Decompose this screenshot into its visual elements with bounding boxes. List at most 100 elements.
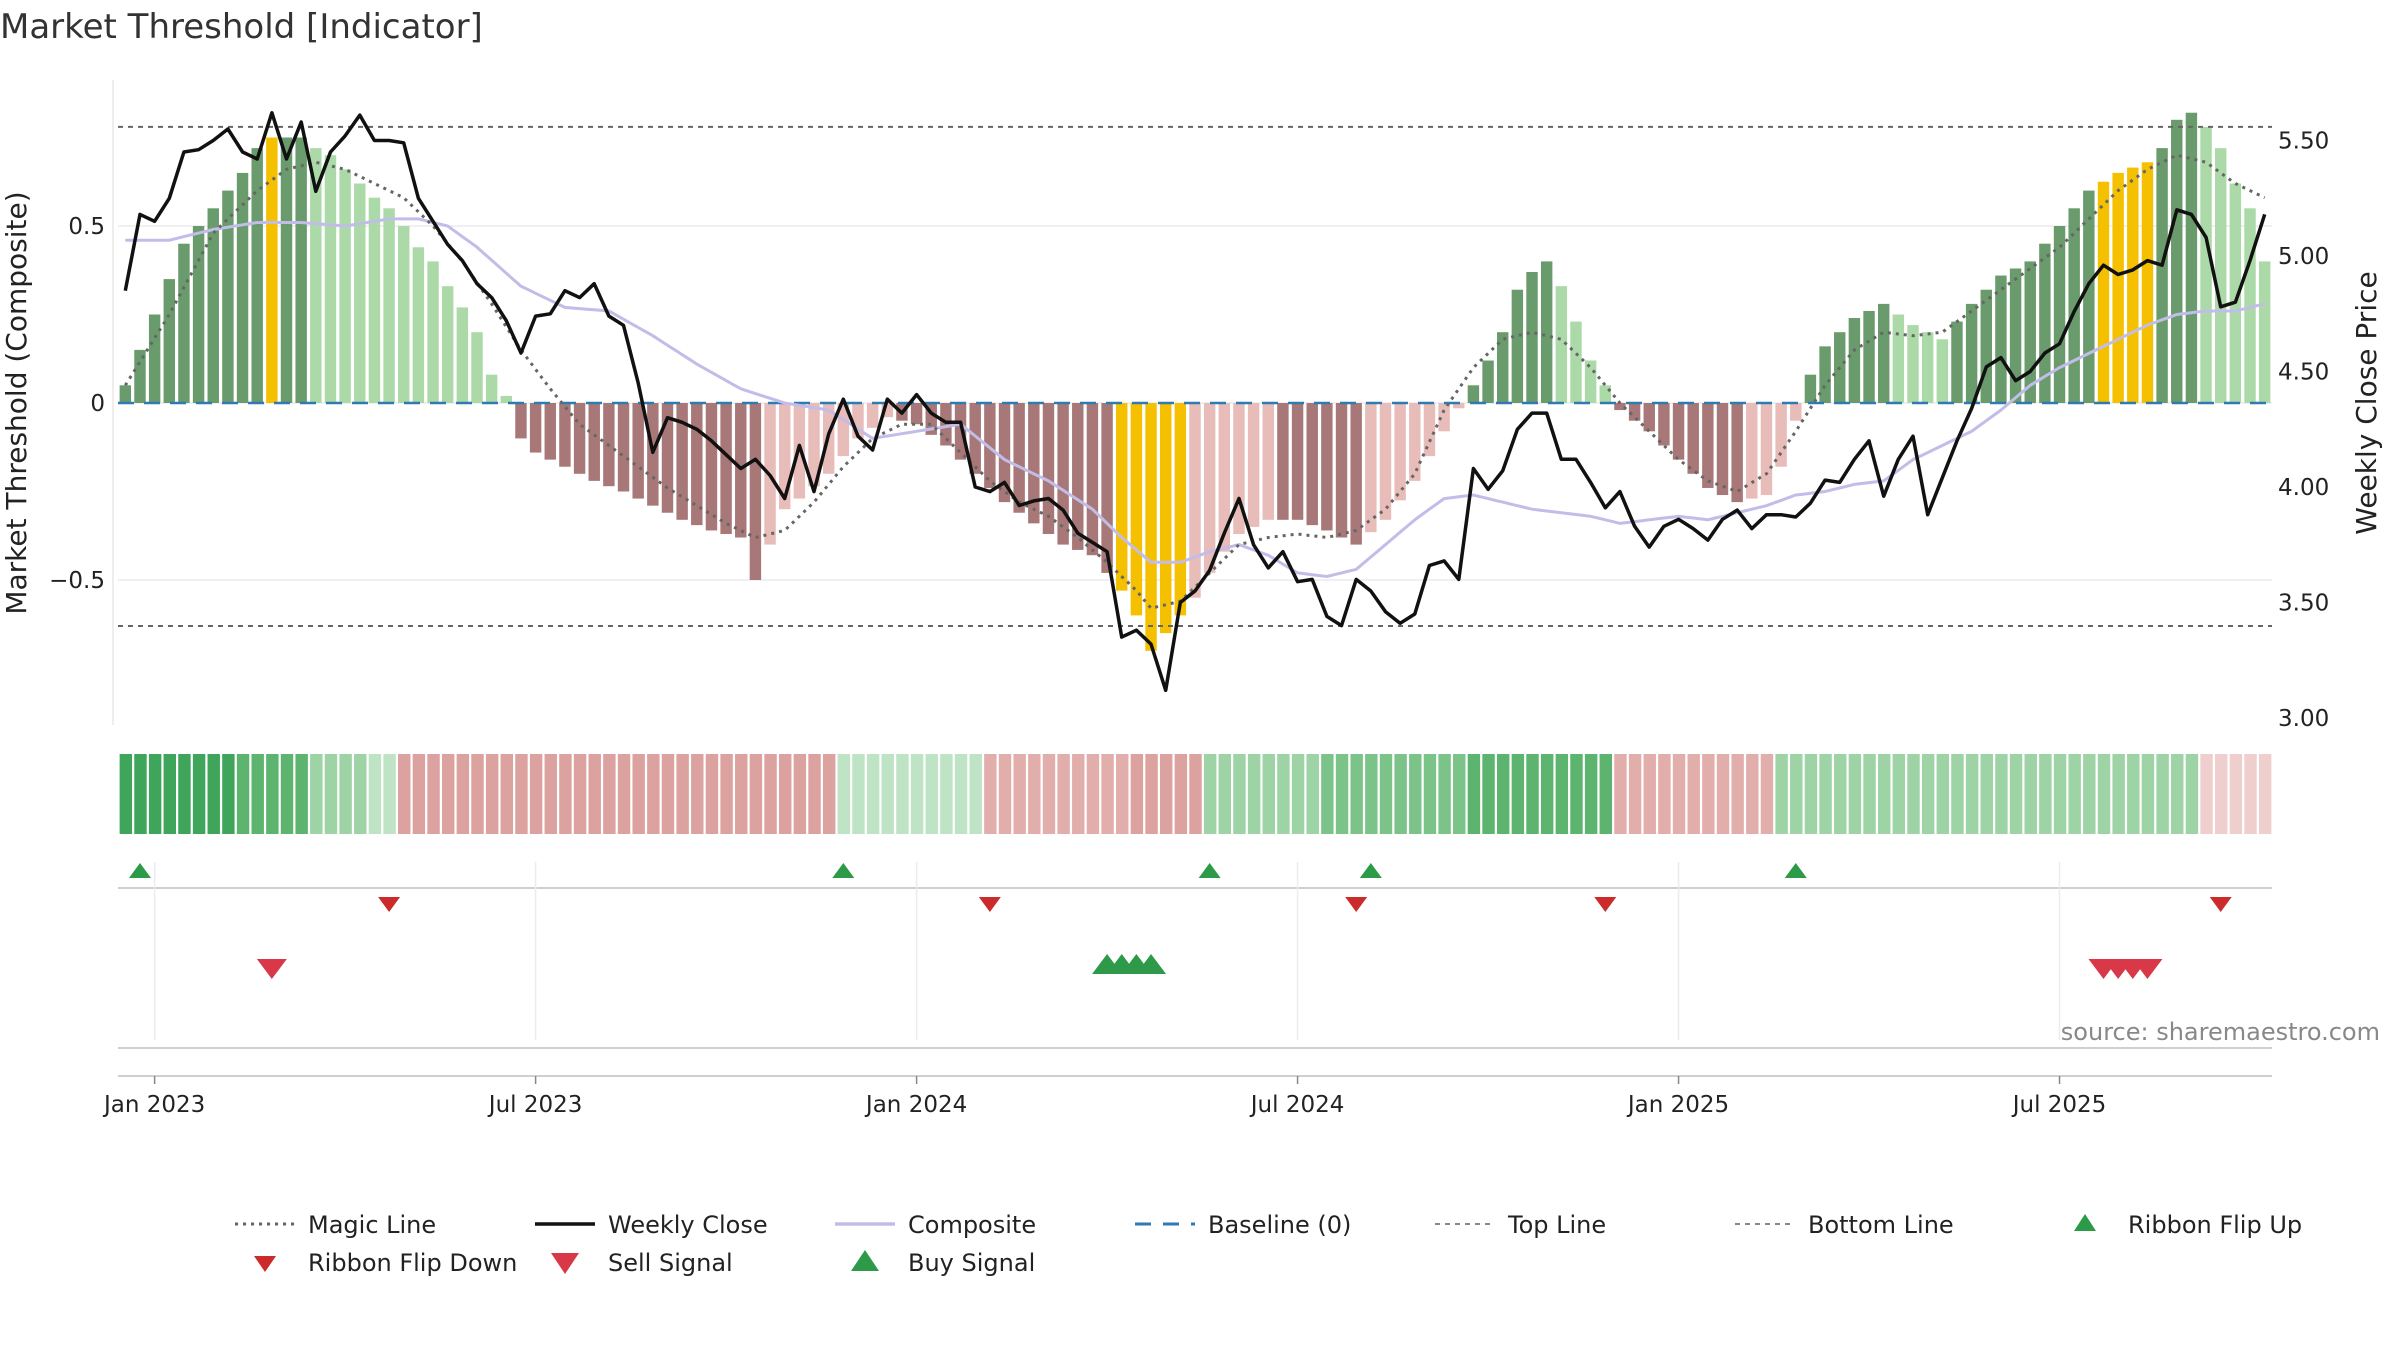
ribbon-cell — [1013, 754, 1026, 834]
legend-item: Top Line — [1435, 1211, 1606, 1239]
ribbon-cell — [2097, 754, 2111, 834]
ribbon-cell — [251, 754, 264, 834]
source-note: source: sharemaestro.com — [2061, 1018, 2380, 1046]
legend-label: Ribbon Flip Up — [2128, 1211, 2302, 1239]
ribbon-cell — [222, 754, 235, 834]
right-tick-label: 3.00 — [2278, 706, 2329, 732]
ribbon-cell — [2039, 754, 2052, 834]
ribbon-cell — [456, 754, 470, 834]
composite-bar — [1951, 321, 1963, 403]
legend-item: Baseline (0) — [1135, 1211, 1351, 1239]
composite-bar — [1145, 403, 1157, 651]
composite-bar — [778, 403, 791, 510]
composite-bar — [1203, 403, 1216, 573]
ribbon-cell — [2112, 754, 2125, 834]
composite-bar — [632, 403, 644, 499]
composite-bar — [1716, 403, 1729, 496]
right-tick-label: 5.00 — [2278, 244, 2329, 270]
ribbon-cell — [1321, 754, 1334, 834]
ribbon-cell — [2068, 754, 2081, 834]
ribbon-cell — [1511, 754, 1525, 834]
composite-bar — [485, 374, 498, 403]
composite-bar — [1247, 403, 1260, 527]
ribbon-cell — [1247, 754, 1261, 834]
legend-label: Magic Line — [308, 1211, 436, 1239]
x-tick-label: Jul 2024 — [1249, 1092, 1345, 1118]
composite-bar — [2097, 181, 2110, 403]
composite-bar — [925, 403, 937, 435]
legend-item: Ribbon Flip Down — [254, 1249, 517, 1277]
composite-bar — [1423, 403, 1436, 457]
ribbon-cell — [2053, 754, 2067, 834]
composite-bar — [749, 403, 762, 580]
composite-bar — [1570, 321, 1582, 403]
legend-item: Composite — [835, 1211, 1036, 1239]
ribbon-cell — [1819, 754, 1832, 834]
ribbon-cell — [808, 754, 821, 834]
composite-bar — [1628, 403, 1641, 421]
composite-bar — [2141, 162, 2154, 403]
composite-bar — [354, 183, 366, 403]
composite-bar — [1980, 289, 1992, 403]
legend-label: Weekly Close — [608, 1211, 768, 1239]
ribbon-cell — [1877, 754, 1891, 834]
composite-bar — [1599, 385, 1612, 403]
composite-bar — [1760, 403, 1773, 496]
composite-bar — [119, 385, 132, 403]
composite-bar — [984, 403, 996, 488]
ribbon-cell — [2200, 754, 2213, 834]
ribbon-cell — [632, 754, 645, 834]
ribbon-cell — [998, 754, 1012, 834]
composite-bar — [617, 403, 630, 492]
ribbon-flip-down-marker — [2209, 897, 2232, 912]
ribbon-cell — [559, 754, 572, 834]
legend-swatch — [2074, 1214, 2096, 1231]
composite-bar — [1482, 360, 1494, 403]
ribbon-cell — [691, 754, 704, 834]
ribbon-cell — [2229, 754, 2243, 834]
composite-bar — [2024, 261, 2036, 403]
composite-bar — [1057, 403, 1069, 545]
composite-bar — [2200, 126, 2212, 403]
composite-bar — [1965, 303, 1978, 403]
ribbon-cell — [1028, 754, 1041, 834]
ribbon-cell — [529, 754, 543, 834]
ribbon-cell — [1804, 754, 1818, 834]
ribbon-cell — [1482, 754, 1495, 834]
ribbon-flip-down-marker — [378, 897, 401, 912]
ribbon-cell — [1335, 754, 1349, 834]
ribbon-cell — [925, 754, 938, 834]
legend-label: Top Line — [1507, 1211, 1606, 1239]
composite-bar — [1218, 403, 1231, 552]
ribbon-cell — [1716, 754, 1730, 834]
legend-label: Sell Signal — [608, 1249, 733, 1277]
composite-bar — [1350, 403, 1362, 545]
ribbon-cell — [1233, 754, 1246, 834]
ribbon-cell — [910, 754, 924, 834]
ribbon-cell — [339, 754, 352, 834]
composite-bar — [1321, 403, 1333, 531]
composite-bar — [1877, 303, 1890, 403]
ribbon-cell — [1159, 754, 1173, 834]
ribbon-cell — [1658, 754, 1671, 834]
right-tick-label: 4.00 — [2278, 475, 2329, 501]
composite-bar — [647, 403, 659, 506]
ribbon-cell — [837, 754, 851, 834]
ribbon-cell — [441, 754, 455, 834]
composite-bar — [1365, 403, 1377, 533]
ribbon-cell — [573, 754, 587, 834]
composite-bar — [1042, 403, 1055, 534]
composite-bar — [2068, 208, 2080, 403]
composite-bar — [1819, 346, 1831, 403]
ribbon-cell — [398, 754, 411, 834]
ribbon-cell — [2009, 754, 2023, 834]
ribbon-cell — [778, 754, 792, 834]
legend: Magic Line Weekly Close Composite Baseline … — [235, 1211, 2302, 1277]
ribbon-cell — [2141, 754, 2155, 834]
ribbon-cell — [1760, 754, 1774, 834]
ribbon-cell — [1306, 754, 1319, 834]
ribbon-cell — [1042, 754, 1056, 834]
composite-bar — [1526, 272, 1538, 403]
legend-label: Ribbon Flip Down — [308, 1249, 517, 1277]
composite-bar — [515, 403, 527, 439]
